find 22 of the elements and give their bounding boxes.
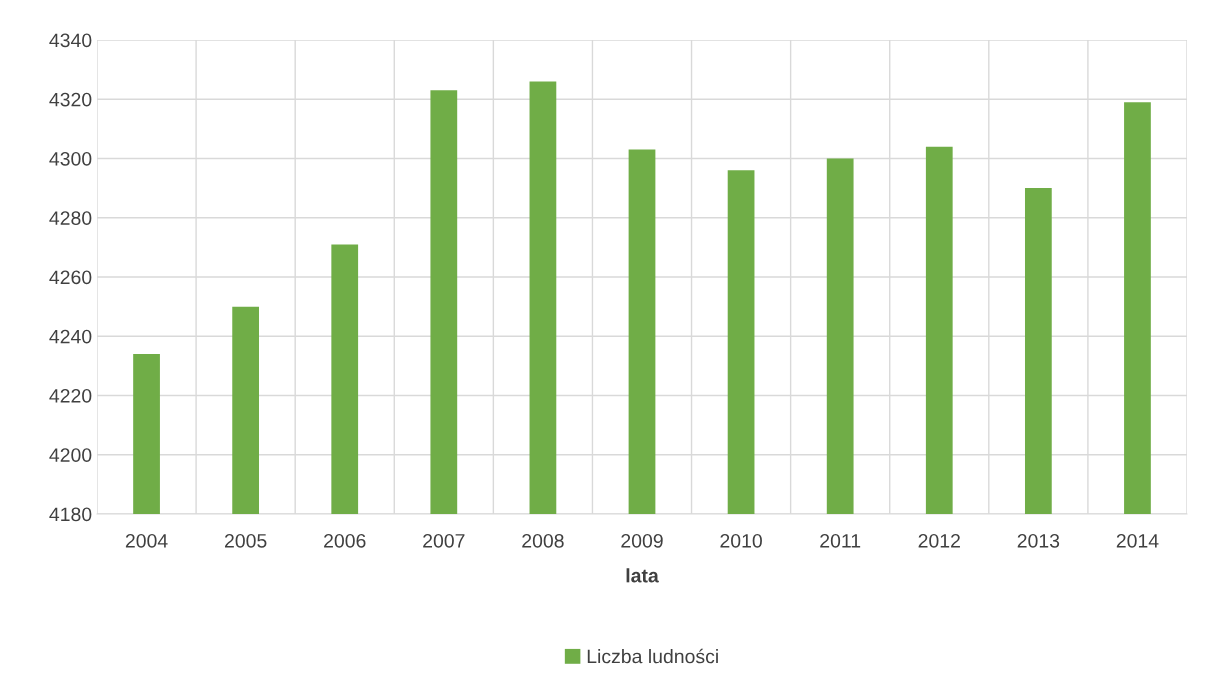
y-tick-label: 4180 xyxy=(49,507,92,522)
x-tick-label: 2010 xyxy=(720,533,762,548)
x-tick-label: 2008 xyxy=(522,533,564,548)
x-tick-label: 2009 xyxy=(621,533,663,548)
y-tick-label: 4320 xyxy=(49,92,92,107)
x-tick-label: 2007 xyxy=(423,533,465,548)
x-axis-title: lata xyxy=(626,568,659,583)
y-tick-label: 4340 xyxy=(49,33,92,48)
y-tick-label: 4260 xyxy=(49,270,92,285)
x-tick-label: 2005 xyxy=(224,533,267,548)
x-tick-label: 2012 xyxy=(918,533,960,548)
x-tick-label: 2013 xyxy=(1017,533,1060,548)
legend-label: Liczba ludności xyxy=(587,648,718,664)
y-tick-label: 4280 xyxy=(49,211,92,225)
y-tick-label: 4200 xyxy=(49,448,92,462)
x-tick-label: 2004 xyxy=(125,533,168,548)
y-tick-label: 4300 xyxy=(49,151,92,166)
y-tick-label: 4220 xyxy=(49,388,92,403)
x-tick-label: 2014 xyxy=(1116,533,1159,548)
x-tick-label: 2011 xyxy=(820,533,861,548)
x-tick-label: 2006 xyxy=(324,533,366,548)
y-tick-label: 4240 xyxy=(49,329,92,344)
